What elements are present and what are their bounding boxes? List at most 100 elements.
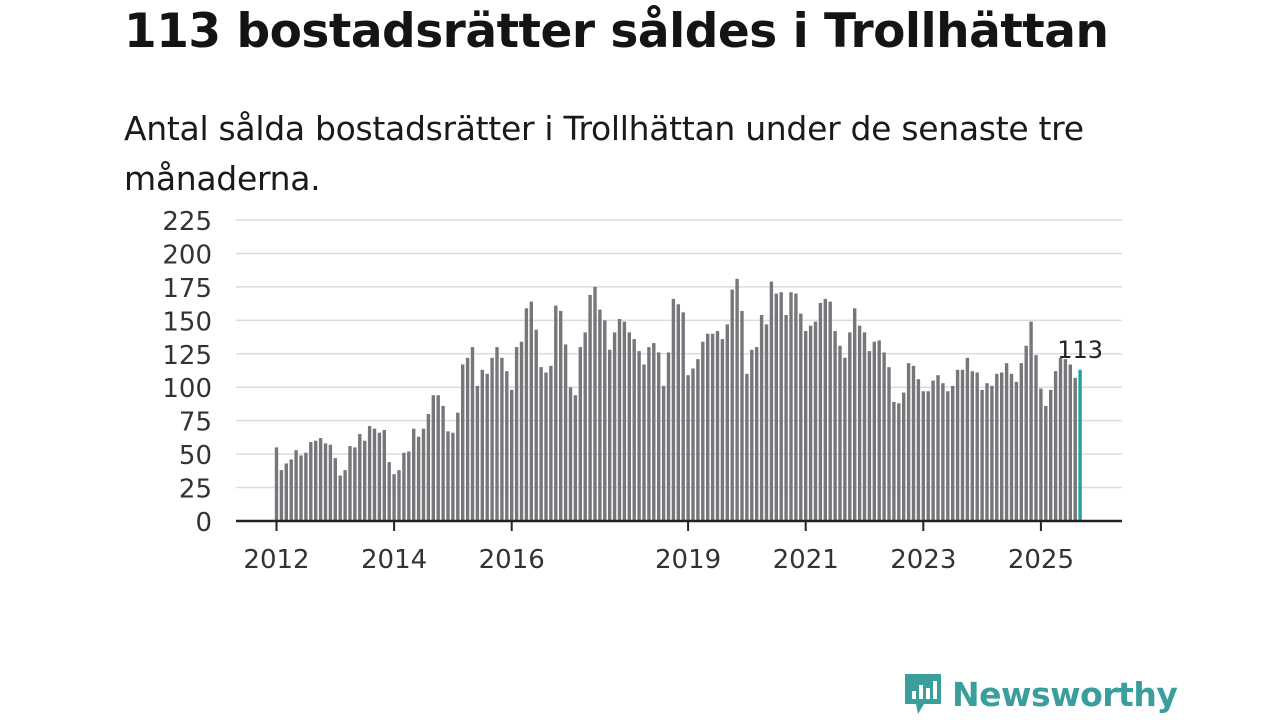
- bar: [838, 345, 842, 521]
- bar: [857, 325, 862, 521]
- bar: [843, 357, 847, 521]
- bar: [666, 352, 671, 521]
- newsworthy-logo-icon: [905, 674, 941, 714]
- bar: [510, 389, 514, 521]
- bar: [970, 371, 974, 521]
- bar: [490, 357, 494, 521]
- bar: [612, 332, 617, 521]
- bar: [573, 395, 578, 521]
- bar: [642, 364, 646, 521]
- bar: [407, 451, 411, 521]
- bar: [328, 444, 333, 521]
- bar: [1073, 377, 1077, 521]
- bar: [965, 357, 970, 521]
- bar: [1024, 345, 1028, 521]
- bar: [603, 320, 607, 521]
- bar: [941, 383, 945, 521]
- bar: [995, 373, 999, 521]
- bar: [706, 333, 710, 521]
- bar: [559, 310, 563, 521]
- bar: [774, 293, 778, 521]
- y-tick-label: 125: [162, 341, 212, 371]
- bar: [681, 312, 685, 521]
- bar: [289, 459, 293, 521]
- bar: [882, 352, 886, 521]
- bar: [657, 352, 661, 521]
- bar: [274, 447, 279, 521]
- bar: [769, 281, 774, 521]
- bar: [853, 308, 857, 521]
- bar: [951, 385, 955, 521]
- bar: [1044, 405, 1048, 521]
- bar: [1029, 321, 1033, 521]
- bar: [568, 387, 573, 521]
- bar: [617, 319, 622, 521]
- bar: [1009, 373, 1014, 521]
- bar: [431, 395, 435, 521]
- bar: [500, 357, 504, 521]
- bar: [505, 371, 509, 521]
- x-tick-label: 2023: [890, 545, 956, 575]
- y-tick-label: 175: [162, 274, 212, 304]
- bar: [475, 385, 480, 521]
- bar: [921, 391, 925, 521]
- bar: [916, 379, 921, 521]
- bar: [828, 301, 832, 521]
- bar: [309, 442, 313, 521]
- bar: [372, 428, 377, 521]
- bar: [1049, 389, 1053, 521]
- bar: [676, 304, 680, 521]
- bar: [549, 365, 553, 521]
- bar: [279, 470, 284, 521]
- bar: [578, 347, 582, 521]
- bar: [980, 389, 984, 521]
- bar: [808, 325, 813, 521]
- bar: [848, 332, 852, 521]
- bar: [544, 372, 548, 521]
- bar: [955, 369, 960, 521]
- bar: [627, 332, 631, 521]
- bar: [358, 434, 362, 521]
- bar: [451, 432, 455, 521]
- bar: [813, 321, 818, 521]
- bar: [485, 373, 489, 521]
- bar: [759, 314, 764, 521]
- bar: [304, 452, 308, 521]
- bar: [931, 380, 935, 521]
- bar: [715, 331, 720, 521]
- bar: [652, 343, 656, 521]
- bar: [730, 289, 734, 521]
- x-tick-label: 2016: [479, 545, 545, 575]
- bar: [382, 430, 386, 521]
- bar: [725, 324, 729, 521]
- bars: [274, 278, 1082, 521]
- bar: [1053, 371, 1058, 521]
- bar: [784, 314, 788, 521]
- bar: [323, 443, 328, 521]
- chart-subtitle: Antal sålda bostadsrätter i Trollhättan …: [124, 109, 1084, 198]
- bar: [926, 391, 930, 521]
- bar: [936, 375, 940, 521]
- bar: [465, 357, 470, 521]
- bar: [363, 440, 367, 521]
- bar: [622, 321, 627, 521]
- bar: [416, 436, 421, 521]
- bar: [534, 329, 538, 521]
- y-tick-label: 75: [179, 408, 212, 438]
- bar: [294, 450, 298, 521]
- bar: [1063, 359, 1068, 521]
- chart-title: 113 bostadsrätter såldes i Trollhättan: [124, 4, 1109, 59]
- y-tick-label: 225: [162, 207, 212, 237]
- bar: [495, 347, 499, 521]
- newsworthy-wordmark: Newsworthy: [952, 674, 1178, 714]
- bar: [480, 369, 484, 521]
- bar: [862, 332, 867, 521]
- bar: [524, 308, 529, 521]
- bar: [906, 363, 911, 521]
- bar: [446, 431, 450, 521]
- bar: [539, 367, 543, 521]
- bar: [686, 375, 690, 521]
- bar: [348, 446, 352, 521]
- bar: [691, 368, 695, 521]
